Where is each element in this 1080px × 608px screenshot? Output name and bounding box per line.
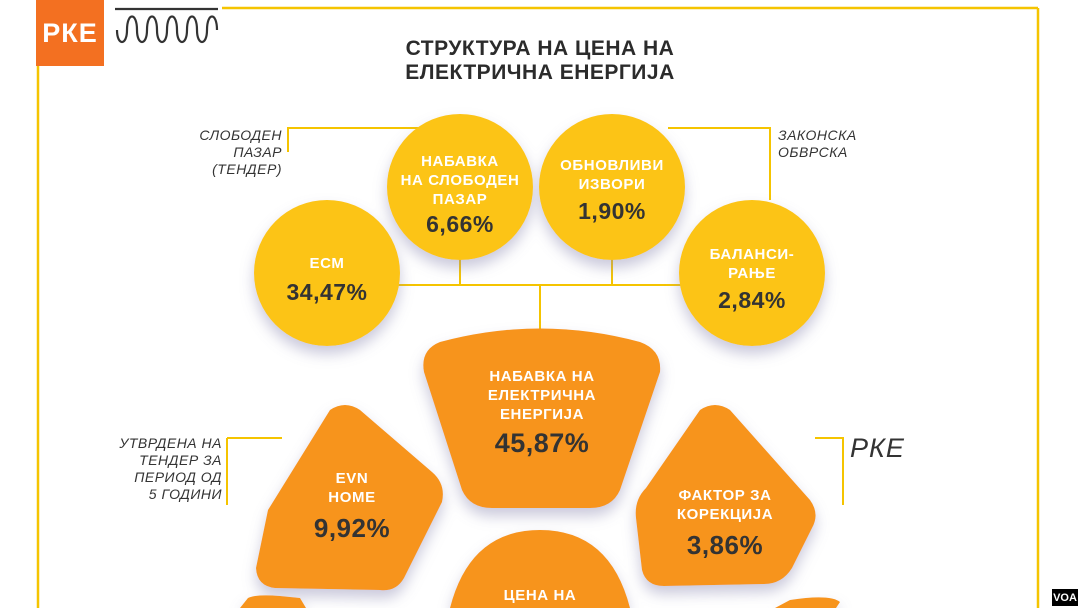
node-name: ЦЕНА НА bbox=[503, 587, 577, 604]
balancing-label: БАЛАНСИ- РАЊЕ 2,84% bbox=[682, 245, 822, 315]
electricity-purchase-shape bbox=[423, 328, 661, 508]
renewables-circle bbox=[539, 114, 685, 260]
wave-icon bbox=[115, 7, 219, 44]
note-line: ПЕРИОД ОД bbox=[134, 469, 222, 485]
note-line: СЛОБОДЕН bbox=[199, 127, 282, 143]
note-line: ТЕНДЕР ЗА bbox=[139, 452, 222, 468]
correction-factor-shape bbox=[635, 405, 816, 586]
node-value: 3,86% bbox=[686, 530, 764, 560]
connector-lines bbox=[226, 127, 844, 505]
note-legal-obligation: ЗАКОНСКА ОБВРСКА bbox=[778, 127, 878, 161]
bottom-right-shape bbox=[775, 597, 840, 608]
node-value: 34,47% bbox=[286, 279, 368, 305]
ecm-label: ЕСМ 34,47% bbox=[262, 254, 392, 307]
evn-home-shape bbox=[256, 405, 443, 591]
outer-frame bbox=[36, 6, 1040, 608]
node-name: РАЊЕ bbox=[728, 265, 776, 282]
note-free-market: СЛОБОДЕН ПАЗАР (ТЕНДЕР) bbox=[180, 127, 282, 178]
rke-side-label: РКЕ bbox=[850, 433, 905, 463]
node-value: 9,92% bbox=[313, 513, 391, 543]
node-value: 45,87% bbox=[494, 428, 590, 458]
node-name: HOME bbox=[328, 489, 376, 506]
note-line: (ТЕНДЕР) bbox=[212, 161, 282, 177]
rke-logo: РКЕ bbox=[36, 0, 104, 66]
node-name: ФАКТОР ЗА bbox=[678, 487, 772, 504]
price-shape bbox=[450, 530, 630, 608]
bottom-left-shape bbox=[240, 595, 306, 608]
node-name: ИЗВОРИ bbox=[578, 176, 646, 193]
node-name: БАЛАНСИ- bbox=[709, 246, 795, 263]
renewables-label: ОБНОВЛИВИ ИЗВОРИ 1,90% bbox=[542, 156, 682, 226]
node-name: КОРЕКЦИЈА bbox=[676, 506, 774, 523]
node-name: ОБНОВЛИВИ bbox=[560, 157, 664, 174]
free-market-purchase-circle bbox=[387, 114, 533, 260]
title-line-1: СТРУКТУРА НА ЦЕНА НА bbox=[405, 37, 675, 60]
page-title: СТРУКТУРА НА ЦЕНА НА ЕЛЕКТРИЧНА ЕНЕРГИЈА bbox=[300, 37, 780, 85]
evn-home-label: EVN HOME 9,92% bbox=[287, 469, 417, 543]
correction-factor-label: ФАКТОР ЗА КОРЕКЦИЈА 3,86% bbox=[655, 486, 795, 560]
node-value: 1,90% bbox=[578, 198, 646, 224]
node-name: НАБАВКА bbox=[421, 153, 499, 170]
node-name: ЕСМ bbox=[309, 255, 345, 272]
node-name: НАБАВКА НА bbox=[489, 368, 595, 385]
note-line: ПАЗАР bbox=[233, 144, 282, 160]
node-name: ЕНЕРГИЈА bbox=[499, 406, 585, 423]
free-market-purchase-label: НАБАВКА НА СЛОБОДЕН ПАЗАР 6,66% bbox=[390, 152, 530, 239]
price-label: ЦЕНА НА bbox=[470, 586, 610, 605]
ecm-circle bbox=[254, 200, 400, 346]
note-tender: УТВРДЕНА НА ТЕНДЕР ЗА ПЕРИОД ОД 5 ГОДИНИ bbox=[100, 435, 222, 503]
node-name: EVN bbox=[335, 470, 369, 487]
node-name: НА СЛОБОДЕН bbox=[400, 172, 520, 189]
node-value: 6,66% bbox=[426, 211, 494, 237]
node-name: ПАЗАР bbox=[432, 191, 488, 208]
yellow-circles bbox=[254, 114, 825, 346]
electricity-purchase-label: НАБАВКА НА ЕЛЕКТРИЧНА ЕНЕРГИЈА 45,87% bbox=[467, 367, 617, 458]
note-line: УТВРДЕНА НА bbox=[119, 435, 222, 451]
voa-watermark: VOA bbox=[1052, 589, 1078, 606]
node-value: 2,84% bbox=[718, 287, 786, 313]
note-line: ОБВРСКА bbox=[778, 144, 848, 160]
orange-shapes bbox=[240, 328, 840, 608]
balancing-circle bbox=[679, 200, 825, 346]
note-line: 5 ГОДИНИ bbox=[148, 486, 222, 502]
node-name: ЕЛЕКТРИЧНА bbox=[487, 387, 597, 404]
note-line: ЗАКОНСКА bbox=[778, 127, 857, 143]
title-line-2: ЕЛЕКТРИЧНА ЕНЕРГИЈА bbox=[405, 61, 675, 84]
